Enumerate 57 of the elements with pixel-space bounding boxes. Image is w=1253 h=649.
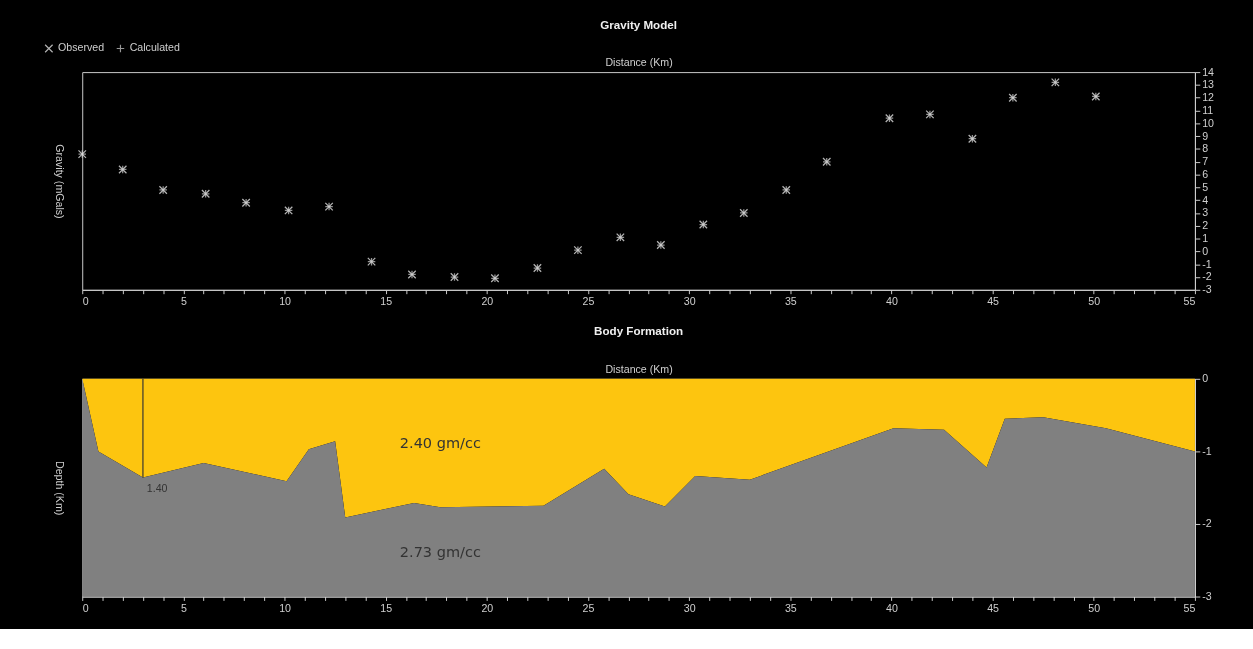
x-tick-label: 30 [683, 294, 696, 307]
chart-title: Gravity Model [600, 17, 677, 31]
x-axis-title: Distance (Km) [605, 55, 673, 68]
x-tick-label: 40 [886, 601, 898, 614]
x-tick-label: 0 [82, 601, 89, 614]
x-tick-label: 25 [582, 294, 595, 307]
annotation: 1.40 [146, 482, 168, 495]
x-tick-label: 25 [582, 601, 595, 614]
x-tick-label: 5 [180, 601, 187, 614]
y-tick-label: 1 [1202, 231, 1209, 244]
x-axis-title: Distance (Km) [605, 362, 673, 375]
x-tick-label: 50 [1088, 601, 1101, 614]
x-tick-label: 10 [279, 294, 292, 307]
y-tick-label: 9 [1202, 129, 1209, 142]
y-tick-label: 8 [1202, 142, 1209, 155]
y-tick-label: -1 [1202, 444, 1212, 457]
y-tick-label: 13 [1202, 78, 1215, 91]
y-tick-label: 11 [1202, 103, 1214, 116]
x-tick-label: 10 [279, 601, 292, 614]
y-tick-label: -1 [1202, 257, 1212, 270]
series-label: 2.73 gm/cc [399, 543, 481, 560]
y-tick-label: 4 [1202, 193, 1209, 206]
legend-label: Observed [58, 41, 105, 54]
y-tick-label: 12 [1202, 91, 1215, 104]
y-tick-label: 0 [1202, 372, 1209, 385]
x-tick-label: 0 [82, 294, 89, 307]
y-tick-label: 0 [1202, 244, 1209, 257]
x-tick-label: 50 [1088, 294, 1101, 307]
legend-label: Calculated [129, 41, 180, 54]
y-tick-label: 6 [1202, 167, 1209, 180]
y-tick-label: -3 [1202, 589, 1212, 602]
y-tick-label: 10 [1202, 116, 1215, 129]
x-tick-label: 40 [886, 294, 898, 307]
x-tick-label: 5 [180, 294, 187, 307]
x-tick-label: 35 [784, 601, 797, 614]
y-tick-label: 5 [1202, 180, 1209, 193]
y-tick-label: 2 [1202, 219, 1209, 232]
x-tick-label: 55 [1183, 294, 1196, 307]
chart-title: Body Formation [594, 324, 684, 338]
x-tick-label: 15 [380, 294, 393, 307]
y-tick-label: 7 [1202, 155, 1209, 168]
x-tick-label: 20 [481, 294, 494, 307]
y-axis-title: Gravity (mGals) [53, 144, 66, 219]
series-label: 2.40 gm/cc [399, 434, 481, 451]
y-axis-title: Depth (Km) [53, 461, 66, 516]
x-tick-label: 45 [987, 601, 1000, 614]
x-tick-label: 20 [481, 601, 494, 614]
x-tick-label: 30 [683, 601, 696, 614]
x-tick-label: 45 [987, 294, 1000, 307]
x-tick-label: 55 [1183, 601, 1196, 614]
x-tick-label: 15 [380, 601, 393, 614]
y-tick-label: -3 [1202, 283, 1212, 296]
y-tick-label: 3 [1202, 206, 1209, 219]
x-tick-label: 35 [784, 294, 797, 307]
y-tick-label: -2 [1202, 270, 1212, 283]
y-tick-label: -2 [1202, 517, 1212, 530]
y-tick-label: 14 [1202, 65, 1215, 78]
